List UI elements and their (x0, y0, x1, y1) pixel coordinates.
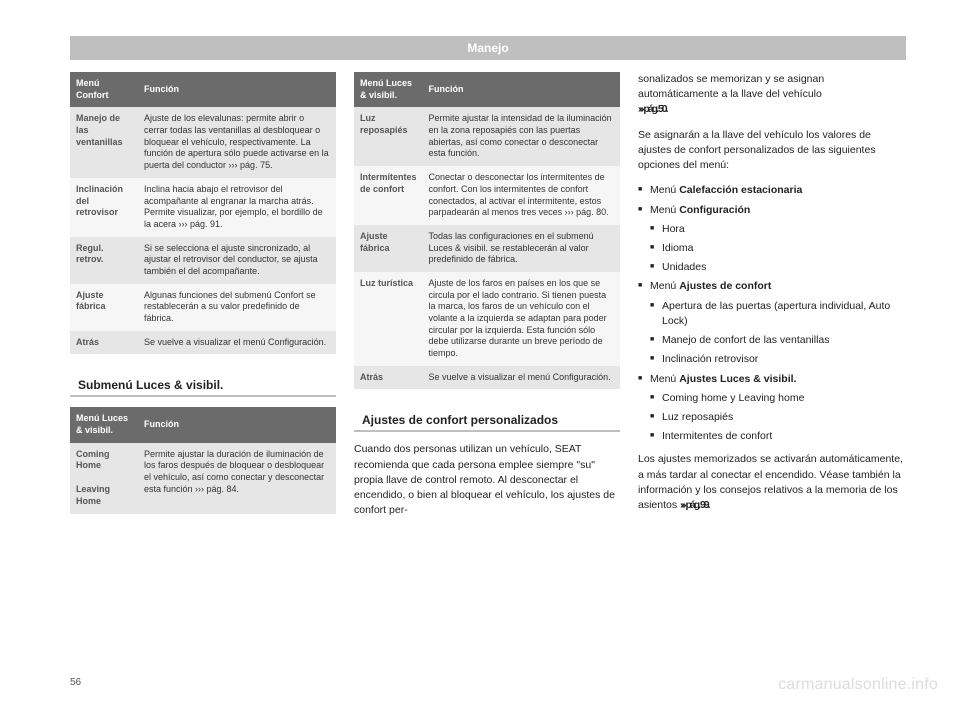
table2b-head-left: Menú Luces & visibil. (354, 72, 423, 107)
list-item: Idioma (638, 241, 904, 256)
paragraph: sonalizados se memorizan y se asignan au… (638, 72, 904, 118)
page-ref: ››› pág. 99. (680, 499, 709, 511)
table-row-label: Atrás (354, 366, 423, 390)
list-item: Unidades (638, 260, 904, 275)
table-row-desc: Si se selecciona el ajuste sincronizado,… (138, 237, 336, 284)
table-row-label: Ajuste fábrica (354, 225, 423, 272)
list-item: Inclinación retrovisor (638, 352, 904, 367)
column-3: sonalizados se memorizan y se asignan au… (638, 72, 904, 529)
paragraph-text: sonalizados se memorizan y se asignan au… (638, 73, 824, 100)
table-row-label: Regul. retrov. (70, 237, 138, 284)
table2a-head-right: Función (138, 407, 336, 442)
table-row-desc: Permite ajustar la duración de iluminaci… (138, 443, 336, 514)
table-row-label: Inclinación del retrovisor (70, 178, 138, 237)
table-row-label: Luz turística (354, 272, 423, 366)
table-row-desc: Todas las configuraciones en el submenú … (423, 225, 620, 272)
table-row-label: Coming Home (70, 443, 138, 478)
table1-head-right: Función (138, 72, 336, 107)
table2a-head-left: Menú Luces & visibil. (70, 407, 138, 442)
table1-head-left: Menú Confort (70, 72, 138, 107)
table-row-desc: Inclina hacia abajo el retrovisor del ac… (138, 178, 336, 237)
list-item: Apertura de las puertas (apertura indivi… (638, 299, 904, 329)
list-item: Menú Ajustes Luces & visibil. (638, 372, 904, 387)
table-row-label: Intermitentes de confort (354, 166, 423, 225)
luces-menu-table-a: Menú Luces & visibil. Función Coming Hom… (70, 407, 336, 513)
list-item: Luz reposapiés (638, 410, 904, 425)
table-row-desc: Se vuelve a visualizar el menú Configura… (138, 331, 336, 355)
bullet-list: Menú Calefacción estacionaria Menú Confi… (638, 183, 904, 444)
list-item: Coming home y Leaving home (638, 391, 904, 406)
table-row-label: Leaving Home (70, 478, 138, 513)
confort-menu-table: Menú Confort Función Manejo de las venta… (70, 72, 336, 354)
paragraph: Se asignarán a la llave del vehículo los… (638, 128, 904, 174)
list-item: Menú Ajustes de confort (638, 279, 904, 294)
subheading-ajustes: Ajustes de confort personalizados (354, 409, 620, 432)
table-row-desc: Conectar o desconectar los intermitentes… (423, 166, 620, 225)
luces-menu-table-b: Menú Luces & visibil. Función Luz reposa… (354, 72, 620, 389)
table2b-head-right: Función (423, 72, 620, 107)
column-1: Menú Confort Función Manejo de las venta… (70, 72, 336, 529)
subheading-luces: Submenú Luces & visibil. (70, 374, 336, 397)
table-row-desc: Se vuelve a visualizar el menú Configura… (423, 366, 620, 390)
list-item: Menú Calefacción estacionaria (638, 183, 904, 198)
watermark: carmanualsonline.info (778, 676, 938, 694)
table-row-desc: Permite ajustar la intensidad de la ilum… (423, 107, 620, 166)
column-2: Menú Luces & visibil. Función Luz reposa… (354, 72, 620, 529)
table-row-desc: Algunas funciones del submenú Confort se… (138, 284, 336, 331)
paragraph: Los ajustes memorizados se activarán aut… (638, 452, 904, 513)
table-row-desc: Ajuste de los faros en países en los que… (423, 272, 620, 366)
list-item: Hora (638, 222, 904, 237)
list-item: Menú Configuración (638, 203, 904, 218)
page-header: Manejo (70, 36, 906, 60)
paragraph-text: Los ajustes memorizados se activarán aut… (638, 453, 903, 511)
list-item: Intermitentes de confort (638, 429, 904, 444)
list-item: Manejo de confort de las ventanillas (638, 333, 904, 348)
table-row-label: Manejo de las ventanillas (70, 107, 138, 177)
table-row-label: Luz reposapiés (354, 107, 423, 166)
page-number: 56 (70, 677, 81, 688)
table-row-desc: Ajuste de los elevalunas: permite abrir … (138, 107, 336, 177)
paragraph: Cuando dos personas utilizan un vehículo… (354, 442, 620, 518)
page-ref: ››› pág. 50. (638, 103, 667, 115)
table-row-label: Ajuste fábrica (70, 284, 138, 331)
table-row-label: Atrás (70, 331, 138, 355)
